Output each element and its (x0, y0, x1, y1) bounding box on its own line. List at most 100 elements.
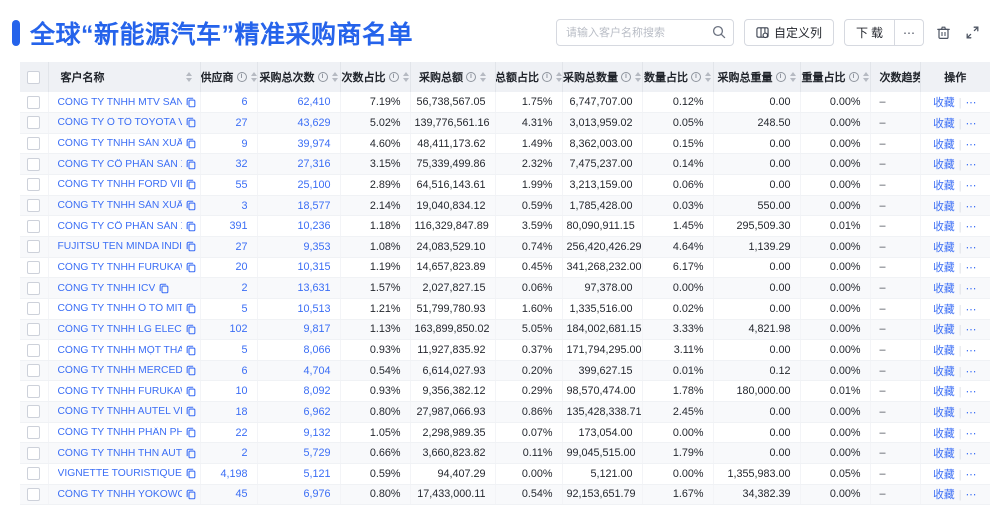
purchase-count-link[interactable]: 25,100 (297, 178, 331, 191)
info-icon[interactable] (848, 72, 859, 82)
copy-icon[interactable] (186, 241, 196, 252)
column-header-amount[interactable]: 采购总额 (410, 62, 496, 92)
copy-icon[interactable] (186, 200, 196, 211)
supplier-count-link[interactable]: 3 (241, 199, 248, 212)
row-checkbox[interactable] (27, 116, 41, 130)
supplier-count-link[interactable]: 5 (241, 344, 248, 356)
customer-name-link[interactable]: CÔNG TY TNHH YOKOWO VIỆT... (57, 488, 182, 500)
favorite-button[interactable]: 收藏 (933, 406, 955, 419)
favorite-button[interactable]: 收藏 (933, 97, 955, 110)
supplier-count-link[interactable]: 6 (241, 96, 248, 109)
search-input[interactable] (555, 19, 734, 46)
sort-icon[interactable] (480, 72, 486, 82)
expand-fullscreen-button[interactable] (963, 23, 982, 42)
favorite-button[interactable]: 收藏 (933, 241, 955, 254)
favorite-button[interactable]: 收藏 (933, 179, 955, 192)
favorite-button[interactable]: 收藏 (933, 427, 955, 440)
purchase-count-link[interactable]: 43,629 (297, 116, 331, 129)
column-header-count_pct[interactable]: 次数占比 (340, 62, 411, 92)
supplier-count-link[interactable]: 102 (229, 323, 248, 336)
column-header-qty_pct[interactable]: 数量占比 (642, 62, 714, 92)
supplier-count-link[interactable]: 22 (235, 426, 248, 439)
purchase-count-link[interactable]: 8,092 (303, 385, 331, 398)
favorite-button[interactable]: 收藏 (933, 365, 955, 378)
copy-icon[interactable] (186, 365, 196, 376)
row-checkbox[interactable] (27, 343, 41, 357)
column-header-name[interactable]: 客户名称 (48, 62, 201, 92)
row-more-button[interactable]: ⋯ (965, 448, 978, 461)
row-checkbox[interactable] (27, 178, 41, 192)
favorite-button[interactable]: 收藏 (933, 262, 955, 275)
favorite-button[interactable]: 收藏 (933, 200, 955, 213)
row-checkbox[interactable] (27, 281, 41, 295)
supplier-count-link[interactable]: 20 (235, 261, 248, 274)
purchase-count-link[interactable]: 9,817 (303, 323, 331, 336)
row-checkbox[interactable] (27, 446, 41, 460)
customer-name-link[interactable]: CÔNG TY TNHH MERCEDES-B... (57, 365, 182, 377)
favorite-button[interactable]: 收藏 (933, 159, 955, 172)
favorite-button[interactable]: 收藏 (933, 324, 955, 337)
copy-icon[interactable] (186, 117, 196, 128)
supplier-count-link[interactable]: 5 (241, 302, 248, 315)
row-checkbox[interactable] (27, 487, 41, 501)
copy-icon[interactable] (159, 283, 169, 294)
row-more-button[interactable]: ⋯ (965, 117, 978, 130)
row-more-button[interactable]: ⋯ (965, 324, 978, 337)
copy-icon[interactable] (186, 303, 196, 314)
row-more-button[interactable]: ⋯ (965, 241, 978, 254)
column-header-trend[interactable]: 次数趋势 (870, 62, 921, 92)
customer-name-link[interactable]: CÔNG TY TNHH SẢN XUẤT VÀ ... (57, 138, 182, 150)
copy-icon[interactable] (186, 159, 196, 170)
purchase-count-link[interactable]: 8,066 (303, 344, 331, 356)
row-more-button[interactable]: ⋯ (965, 365, 978, 378)
favorite-button[interactable]: 收藏 (933, 489, 955, 502)
row-checkbox[interactable] (27, 467, 41, 481)
copy-icon[interactable] (186, 262, 196, 273)
supplier-count-link[interactable]: 27 (235, 116, 248, 129)
row-more-button[interactable]: ⋯ (965, 179, 978, 192)
row-checkbox[interactable] (27, 240, 41, 254)
customer-name-link[interactable]: FUJITSU TEN MINDA INDIA PVT... (57, 241, 182, 253)
row-more-button[interactable]: ⋯ (965, 345, 978, 357)
favorite-button[interactable]: 收藏 (933, 448, 955, 461)
customer-name-link[interactable]: VIGNETTE TOURISTIQUE G UNI... (57, 468, 182, 480)
supplier-count-link[interactable]: 32 (235, 158, 248, 171)
favorite-button[interactable]: 收藏 (933, 117, 955, 130)
supplier-count-link[interactable]: 18 (235, 405, 248, 418)
supplier-count-link[interactable]: 45 (235, 488, 248, 501)
customer-name-link[interactable]: CÔNG TY TNHH SẢN XUẤT VÀ ... (57, 200, 182, 212)
info-icon[interactable] (691, 72, 701, 82)
row-more-button[interactable]: ⋯ (965, 200, 978, 213)
row-more-button[interactable]: ⋯ (965, 138, 978, 151)
row-more-button[interactable]: ⋯ (965, 427, 978, 440)
customer-name-link[interactable]: CÔNG TY TNHH ICV (57, 282, 156, 294)
purchase-count-link[interactable]: 4,704 (303, 364, 331, 377)
copy-icon[interactable] (186, 427, 196, 438)
customer-name-link[interactable]: CÔNG TY TNHH LG ELECTRON... (57, 323, 182, 335)
purchase-count-link[interactable]: 9,132 (303, 426, 331, 439)
copy-icon[interactable] (186, 468, 196, 479)
row-checkbox[interactable] (27, 364, 41, 378)
favorite-button[interactable]: 收藏 (933, 386, 955, 399)
row-checkbox[interactable] (27, 426, 41, 440)
favorite-button[interactable]: 收藏 (933, 138, 955, 151)
sort-icon[interactable] (635, 72, 641, 82)
copy-icon[interactable] (186, 489, 196, 500)
customer-name-link[interactable]: CÔNG TY TNHH MTV SẢN XUẤ... (57, 96, 182, 108)
customer-name-link[interactable]: CÔNG TY TNHH FURUKAWA A... (57, 385, 182, 397)
supplier-count-link[interactable]: 9 (241, 137, 248, 150)
customer-name-link[interactable]: CÔNG TY CỔ PHẦN SẢN XUẤT... (57, 220, 182, 232)
column-header-supplier[interactable]: 供应商 (200, 62, 258, 92)
supplier-count-link[interactable]: 55 (235, 178, 248, 191)
copy-icon[interactable] (186, 324, 196, 335)
row-more-button[interactable]: ⋯ (965, 468, 978, 481)
row-more-button[interactable]: ⋯ (965, 303, 978, 316)
customer-name-link[interactable]: CÔNG TY Ô TÔ TOYOTA VIỆT ... (57, 117, 182, 129)
row-checkbox[interactable] (27, 137, 41, 151)
supplier-count-link[interactable]: 2 (241, 282, 248, 295)
copy-icon[interactable] (186, 179, 196, 190)
purchase-count-link[interactable]: 10,513 (297, 302, 331, 315)
favorite-button[interactable]: 收藏 (933, 468, 955, 481)
purchase-count-link[interactable]: 9,353 (303, 240, 331, 253)
column-header-count[interactable]: 采购总次数 (257, 62, 341, 92)
